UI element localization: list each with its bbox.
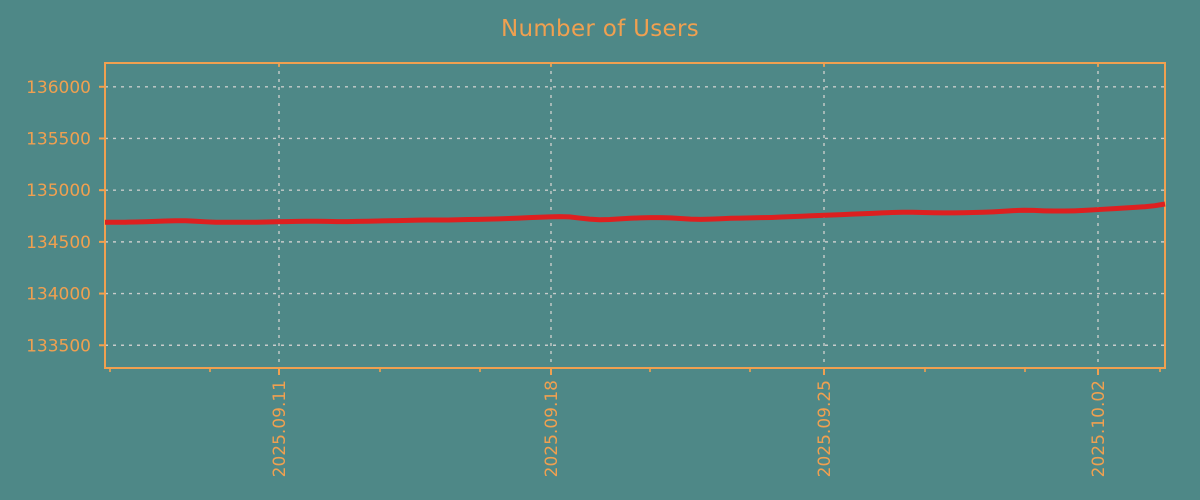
y-axis-tick-label: 134000	[26, 285, 91, 305]
y-axis-tick-label: 133500	[26, 336, 91, 356]
gridlines-group	[105, 63, 1165, 368]
y-axis-tick-label: 134500	[26, 233, 91, 253]
x-axis-ticks-group: 2025.09.11 2025.09.18 2025.09.25 2025.10.02	[109, 63, 1161, 477]
x-axis-tick-label: 2025.09.25	[815, 380, 835, 477]
x-axis-tick-label: 2025.09.18	[542, 380, 562, 477]
data-series-group	[105, 201, 1166, 225]
plot-border	[104, 62, 1166, 369]
y-axis-tick-label: 135000	[26, 181, 91, 201]
x-axis-tick-label: 2025.09.11	[270, 380, 290, 477]
chart-title: Number of Users	[500, 16, 700, 42]
x-axis-tick-label: 2025.10.02	[1089, 380, 1109, 477]
y-axis-tick-label: 135500	[26, 129, 91, 149]
data-series-line	[105, 201, 1166, 225]
plot-frame	[104, 62, 1166, 369]
y-axis-tick-label: 136000	[26, 78, 91, 98]
y-axis-ticks-group: 133500 134000 134500 135000 135500 136000	[26, 78, 105, 356]
